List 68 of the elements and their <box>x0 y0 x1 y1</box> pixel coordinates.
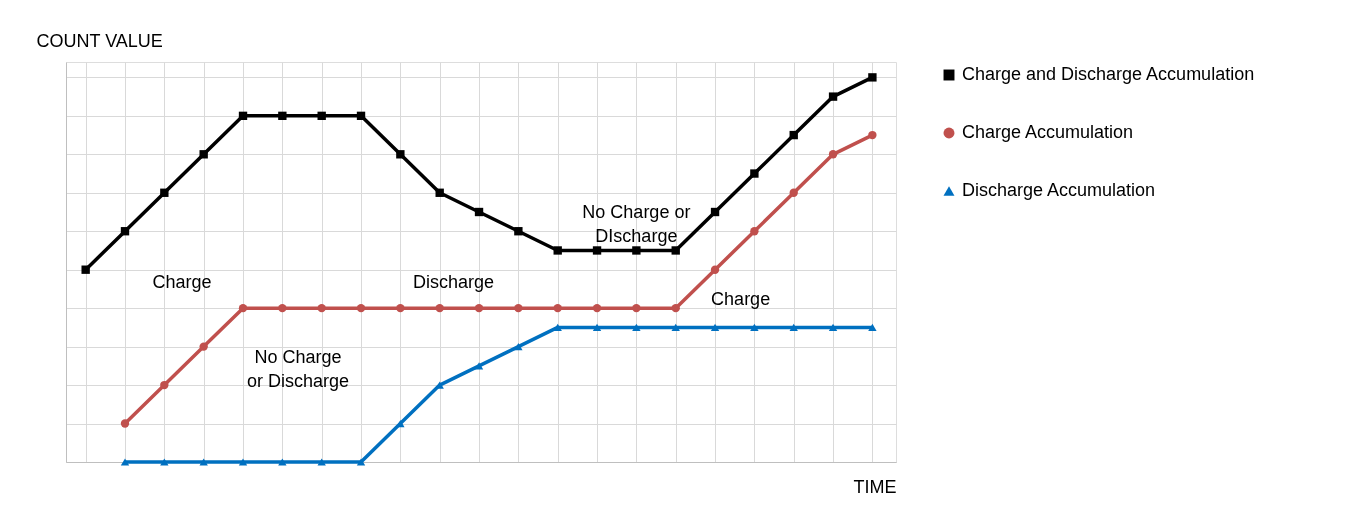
point <box>396 303 405 313</box>
point <box>120 419 130 428</box>
point <box>710 323 720 332</box>
point <box>514 227 523 236</box>
point <box>592 246 602 255</box>
point <box>789 130 798 140</box>
point <box>160 188 169 197</box>
point <box>671 246 680 255</box>
point <box>278 111 287 121</box>
point <box>592 323 602 332</box>
legend-label: Charge and Discharge Accumulation <box>962 64 1255 84</box>
point <box>828 150 838 159</box>
y-axis-title: COUNT VALUE <box>36 30 163 51</box>
point <box>120 458 130 466</box>
point <box>474 207 484 217</box>
point <box>278 458 287 466</box>
point <box>632 323 641 332</box>
point <box>238 458 248 466</box>
point <box>671 323 680 332</box>
point <box>828 92 838 101</box>
point <box>160 380 169 390</box>
point <box>238 303 248 313</box>
point <box>160 458 169 466</box>
annotation: Charge <box>152 271 212 292</box>
point <box>317 303 326 313</box>
point <box>750 323 759 332</box>
legend-label: Discharge Accumulation <box>962 180 1156 200</box>
point <box>435 303 444 313</box>
point <box>317 458 326 466</box>
x-axis-title: TIME <box>853 476 897 497</box>
point <box>514 342 523 351</box>
point <box>120 227 130 236</box>
point <box>435 188 444 197</box>
point <box>868 73 877 82</box>
point <box>828 323 838 332</box>
point <box>396 150 405 159</box>
point <box>278 303 287 313</box>
point <box>671 303 680 313</box>
point <box>238 111 248 121</box>
point <box>750 169 759 178</box>
point <box>553 323 562 332</box>
point <box>710 265 720 274</box>
point <box>199 342 208 351</box>
point <box>514 303 523 313</box>
annotation: No Charge or DIscharge <box>582 202 691 247</box>
point <box>356 111 366 121</box>
point <box>592 303 602 313</box>
point <box>789 323 798 332</box>
point <box>317 111 326 121</box>
point <box>356 303 366 313</box>
point <box>710 207 720 217</box>
point <box>199 150 208 159</box>
point <box>868 323 877 332</box>
point <box>868 130 877 140</box>
annotation: Charge <box>711 288 771 309</box>
point <box>789 188 798 197</box>
point <box>553 246 562 255</box>
point <box>553 303 562 313</box>
legend-label: Charge Accumulation <box>962 122 1134 142</box>
annotation: Discharge <box>412 271 494 292</box>
point <box>81 265 90 274</box>
annotation: No Charge or Discharge <box>247 346 350 391</box>
point <box>356 458 366 466</box>
point <box>199 458 208 466</box>
point <box>632 246 641 255</box>
point <box>474 303 484 313</box>
point <box>750 227 759 236</box>
point <box>632 303 641 313</box>
